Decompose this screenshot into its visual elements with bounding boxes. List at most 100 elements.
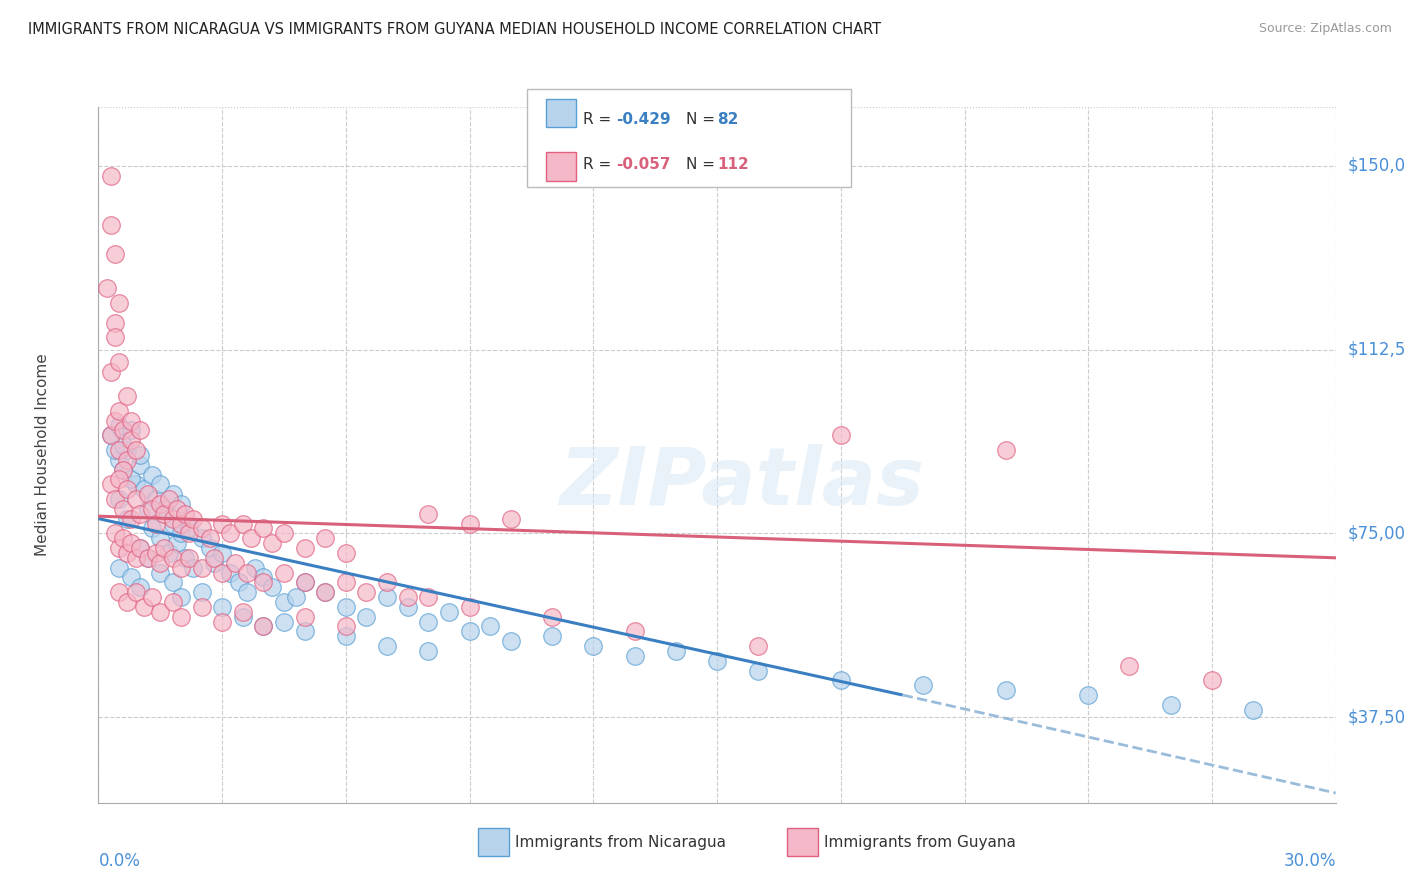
Point	[170, 609, 193, 624]
Point	[418, 644, 440, 658]
Point	[541, 629, 564, 643]
Point	[108, 491, 131, 506]
Point	[294, 624, 316, 639]
Point	[418, 590, 440, 604]
Point	[252, 575, 274, 590]
Point	[458, 516, 481, 531]
Point	[252, 619, 274, 633]
Point	[104, 316, 127, 330]
Point	[335, 575, 357, 590]
Point	[128, 424, 150, 438]
Point	[162, 516, 184, 531]
Point	[124, 585, 146, 599]
Point	[479, 619, 502, 633]
Text: Median Household Income: Median Household Income	[35, 353, 51, 557]
Point	[117, 595, 139, 609]
Point	[418, 615, 440, 629]
Point	[100, 428, 122, 442]
Point	[375, 575, 398, 590]
Point	[149, 566, 172, 580]
Point	[437, 605, 460, 619]
Point	[179, 526, 201, 541]
Point	[128, 448, 150, 462]
Point	[198, 541, 221, 555]
Point	[224, 556, 246, 570]
Point	[706, 654, 728, 668]
Point	[117, 443, 139, 458]
Point	[104, 526, 127, 541]
Text: N =: N =	[686, 157, 720, 171]
Point	[211, 615, 233, 629]
Text: $75,000: $75,000	[1348, 524, 1406, 542]
Point	[623, 648, 645, 663]
Point	[149, 605, 172, 619]
Point	[747, 639, 769, 653]
Point	[153, 507, 176, 521]
Point	[100, 428, 122, 442]
Text: R =: R =	[583, 157, 617, 171]
Point	[170, 560, 193, 574]
Point	[211, 599, 233, 614]
Point	[232, 516, 254, 531]
Point	[994, 683, 1017, 698]
Point	[912, 678, 935, 692]
Text: $37,500: $37,500	[1348, 708, 1406, 726]
Point	[243, 560, 266, 574]
Text: 112: 112	[717, 157, 749, 171]
Point	[252, 521, 274, 535]
Point	[356, 609, 378, 624]
Point	[162, 487, 184, 501]
Point	[166, 501, 188, 516]
Point	[153, 541, 176, 555]
Point	[294, 609, 316, 624]
Point	[499, 634, 522, 648]
Point	[117, 389, 139, 403]
Point	[128, 507, 150, 521]
Point	[136, 487, 159, 501]
Point	[145, 491, 167, 506]
Point	[141, 521, 163, 535]
Point	[219, 566, 242, 580]
Point	[190, 560, 212, 574]
Point	[104, 443, 127, 458]
Point	[120, 434, 142, 448]
Point	[120, 414, 142, 428]
Point	[112, 531, 135, 545]
Point	[236, 566, 259, 580]
Text: IMMIGRANTS FROM NICARAGUA VS IMMIGRANTS FROM GUYANA MEDIAN HOUSEHOLD INCOME CORR: IMMIGRANTS FROM NICARAGUA VS IMMIGRANTS …	[28, 22, 882, 37]
Point	[162, 511, 184, 525]
Point	[294, 575, 316, 590]
Point	[582, 639, 605, 653]
Point	[117, 511, 139, 525]
Point	[211, 546, 233, 560]
Point	[112, 501, 135, 516]
Point	[285, 590, 308, 604]
Point	[124, 550, 146, 565]
Point	[124, 443, 146, 458]
Point	[149, 531, 172, 545]
Point	[145, 516, 167, 531]
Point	[141, 501, 163, 516]
Point	[141, 467, 163, 482]
Point	[108, 541, 131, 555]
Point	[179, 521, 201, 535]
Point	[294, 575, 316, 590]
Point	[211, 566, 233, 580]
Point	[190, 599, 212, 614]
Point	[120, 424, 142, 438]
Point	[458, 599, 481, 614]
Point	[166, 536, 188, 550]
Point	[145, 546, 167, 560]
Point	[198, 531, 221, 545]
Point	[108, 452, 131, 467]
Point	[104, 247, 127, 261]
Point	[541, 609, 564, 624]
Point	[335, 599, 357, 614]
Point	[1077, 688, 1099, 702]
Text: Immigrants from Nicaragua: Immigrants from Nicaragua	[515, 835, 725, 849]
Point	[260, 580, 283, 594]
Point	[174, 507, 197, 521]
Text: $112,500: $112,500	[1348, 341, 1406, 359]
Point	[120, 511, 142, 525]
Point	[104, 414, 127, 428]
